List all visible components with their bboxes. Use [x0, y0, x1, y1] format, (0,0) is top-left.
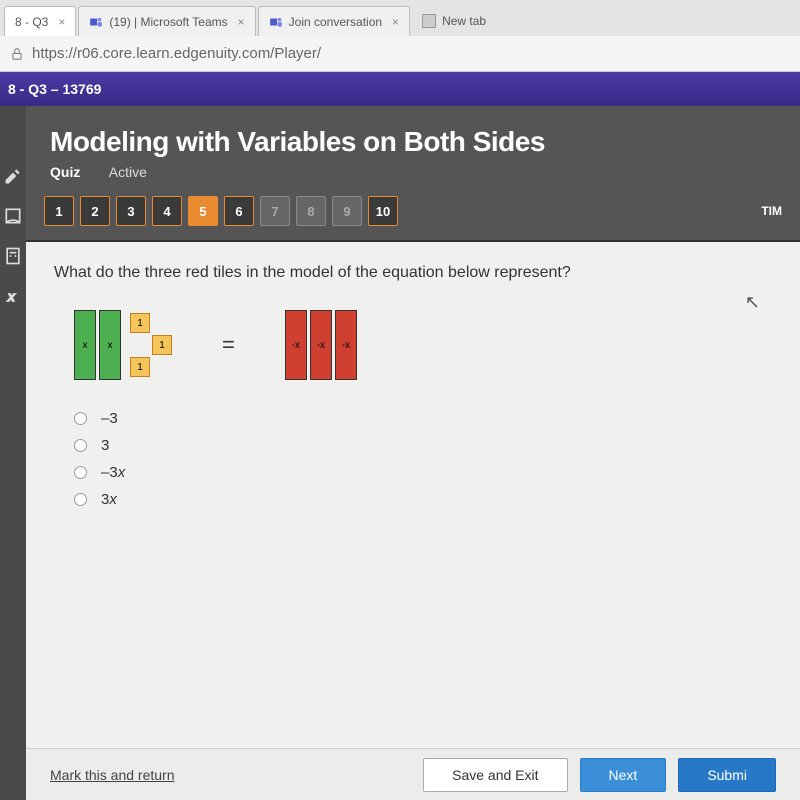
tab-3[interactable]: Join conversation × [258, 6, 410, 36]
lesson-title: Modeling with Variables on Both Sides [50, 126, 776, 158]
option-text: 3 [101, 437, 109, 454]
radio-icon[interactable] [74, 412, 87, 425]
option-2[interactable]: 3 [74, 437, 772, 454]
right-side: -x -x -x [285, 310, 357, 380]
unit-tiles: 1 1 1 [130, 313, 172, 377]
mark-return-link[interactable]: Mark this and return [50, 767, 175, 783]
qnum-10[interactable]: 10 [368, 196, 398, 226]
close-icon[interactable]: × [238, 15, 245, 29]
radio-icon[interactable] [74, 466, 87, 479]
tab-2[interactable]: (19) | Microsoft Teams × [78, 6, 255, 36]
equals-sign: = [222, 332, 235, 358]
option-text: –3x [101, 464, 125, 481]
unit-tile: 1 [152, 335, 172, 355]
x-tile: x [99, 310, 121, 380]
lesson-header: Modeling with Variables on Both Sides Qu… [26, 106, 800, 192]
footer-bar: Mark this and return Save and Exit Next … [26, 748, 800, 800]
tab-1[interactable]: 8 - Q3 × [4, 6, 76, 36]
timer-label: TIM [761, 204, 782, 218]
option-1[interactable]: –3 [74, 410, 772, 427]
close-icon[interactable]: × [58, 15, 65, 29]
pencil-icon[interactable] [3, 166, 23, 186]
close-icon[interactable]: × [392, 15, 399, 29]
qnum-3[interactable]: 3 [116, 196, 146, 226]
neg-x-tile: -x [285, 310, 307, 380]
qnum-7: 7 [260, 196, 290, 226]
radio-icon[interactable] [74, 493, 87, 506]
tab-label: (19) | Microsoft Teams [109, 15, 227, 29]
neg-x-tile: -x [310, 310, 332, 380]
question-panel: ↖ What do the three red tiles in the mod… [26, 240, 800, 748]
course-bar: 8 - Q3 – 13769 [0, 72, 800, 106]
browser-tab-bar: 8 - Q3 × (19) | Microsoft Teams × Join c… [0, 0, 800, 36]
url-bar: https://r06.core.learn.edgenuity.com/Pla… [0, 36, 800, 72]
qnum-8: 8 [296, 196, 326, 226]
tab-label: Join conversation [289, 15, 382, 29]
option-text: –3 [101, 410, 118, 427]
unit-tile: 1 [130, 313, 150, 333]
qnum-4[interactable]: 4 [152, 196, 182, 226]
newtab-icon [422, 14, 436, 28]
equation-model: x x 1 1 1 = [54, 310, 772, 380]
unit-tile: 1 [130, 357, 150, 377]
neg-x-tile: -x [335, 310, 357, 380]
submit-button[interactable]: Submi [678, 758, 776, 792]
lock-icon [10, 47, 24, 61]
subtitle-quiz: Quiz [50, 164, 80, 180]
qnum-5[interactable]: 5 [188, 196, 218, 226]
cursor-icon: ↖ [745, 292, 760, 313]
tab-label: 8 - Q3 [15, 15, 48, 29]
svg-text:x: x [7, 289, 16, 304]
qnum-2[interactable]: 2 [80, 196, 110, 226]
qnum-6[interactable]: 6 [224, 196, 254, 226]
option-text: 3x [101, 491, 117, 508]
radio-icon[interactable] [74, 439, 87, 452]
qnum-9: 9 [332, 196, 362, 226]
main-area: Modeling with Variables on Both Sides Qu… [26, 106, 800, 800]
content-wrap: x Modeling with Variables on Both Sides … [0, 106, 800, 800]
highlighter-icon[interactable] [3, 206, 23, 226]
variable-icon[interactable]: x [3, 286, 23, 306]
answer-options: –3 3 –3x 3x [54, 410, 772, 508]
calculator-icon[interactable] [3, 246, 23, 266]
option-4[interactable]: 3x [74, 491, 772, 508]
tab-label: New tab [442, 14, 486, 28]
x-tile: x [74, 310, 96, 380]
tab-4[interactable]: New tab [412, 6, 496, 36]
question-prompt: What do the three red tiles in the model… [54, 264, 772, 282]
question-nav: 1 2 3 4 5 6 7 8 9 10 TIM [26, 192, 800, 240]
course-id: 8 - Q3 – 13769 [8, 81, 101, 97]
lesson-subtitle: Quiz Active [50, 164, 776, 182]
option-3[interactable]: –3x [74, 464, 772, 481]
save-exit-button[interactable]: Save and Exit [423, 758, 567, 792]
teams-icon [269, 15, 283, 29]
left-toolbar: x [0, 106, 26, 800]
qnum-1[interactable]: 1 [44, 196, 74, 226]
teams-icon [89, 15, 103, 29]
url-text[interactable]: https://r06.core.learn.edgenuity.com/Pla… [32, 45, 321, 62]
left-side: x x 1 1 1 [74, 310, 172, 380]
subtitle-active: Active [109, 164, 147, 180]
next-button[interactable]: Next [580, 758, 667, 792]
